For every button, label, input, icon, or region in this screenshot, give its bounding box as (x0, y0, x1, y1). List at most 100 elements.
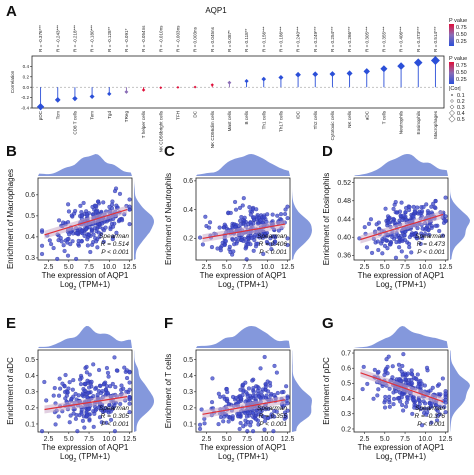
stat-annotation: Spearman (257, 405, 287, 412)
scatter-point (221, 394, 226, 399)
scatter-point (403, 404, 409, 409)
x-axis-label-log: Log2 (TPM+1) (218, 280, 268, 292)
scatter-point (247, 205, 252, 210)
cor-legend-diamond (449, 104, 455, 110)
y-tick-label: 0.5 (25, 357, 35, 364)
panel-a-frame (31, 55, 445, 109)
scatter-point (98, 383, 103, 388)
scatter-point (409, 250, 414, 255)
stat-annotation: Spearman (99, 405, 129, 412)
correlation-label: R = -0.128** (107, 27, 112, 52)
scatter-point (79, 239, 84, 244)
scatter-point (397, 245, 402, 250)
x-tick-label: 12.5 (439, 264, 453, 271)
scatter-point (127, 197, 132, 202)
correlation-label: R = 0.406*** (399, 26, 404, 52)
scatter-point (414, 235, 419, 240)
scatter-point (93, 386, 98, 391)
scatter-point (78, 203, 83, 208)
scatter-point (217, 225, 222, 230)
scatter-point (66, 209, 71, 214)
scatter-point (428, 388, 433, 393)
scatter-point (127, 401, 132, 406)
y-tick-label: 0.2 (183, 405, 193, 412)
scatter-point (415, 205, 420, 210)
scatter-point (99, 420, 104, 425)
scatter-point (411, 204, 416, 209)
scatter-point (53, 422, 58, 427)
cell-type-label: DC (193, 110, 198, 117)
scatter-point (85, 413, 90, 418)
x-axis-label: The expression of AQP1 (200, 271, 287, 280)
scatter-point (278, 212, 284, 217)
scatter-point (40, 429, 45, 434)
scatter-point (96, 199, 101, 204)
scatter-point (69, 397, 74, 402)
correlation-label: R = -0.091* (124, 28, 129, 52)
scatter-point (391, 402, 396, 407)
scatter-point (264, 393, 269, 398)
scatter-point (405, 395, 410, 400)
scatter-point (94, 239, 99, 244)
scatter-point (361, 364, 366, 369)
scatter-point (258, 218, 263, 223)
p-legend-top-tick: 0.50 (456, 32, 467, 38)
scatter-point (121, 386, 126, 391)
cell-type-label: TFH (176, 111, 181, 120)
scatter-point (424, 202, 429, 207)
scatter-point (198, 235, 203, 240)
scatter-point (237, 205, 243, 210)
x-tick-label: 7.5 (242, 264, 252, 271)
cell-type-label: Tcm (55, 111, 60, 120)
cell-type-label: pDC (38, 110, 43, 120)
scatter-point (283, 415, 288, 420)
y-tick-label: 0.6 (183, 178, 193, 185)
panel-a-ytick-label: -0.2 (21, 95, 29, 100)
side-density-e (134, 350, 154, 432)
scatter-point (435, 418, 440, 423)
scatter-point (269, 247, 274, 252)
panel-a: A AQP1 -0.4 -0.2 0.0 0.2 0.4 Correlation R = -0.… (6, 3, 467, 152)
scatter-point (415, 372, 420, 377)
cor-legend-diamond (450, 99, 454, 103)
p-legend-bottom-tick: 0.25 (456, 77, 467, 83)
scatter-point (429, 225, 434, 230)
scatter-point (74, 256, 79, 261)
x-tick-label: 5.0 (222, 436, 232, 443)
scatter-point (80, 391, 85, 396)
correlation-label: R = 0.305*** (364, 26, 369, 52)
y-tick-label: 0.2 (341, 426, 351, 433)
x-tick-label: 7.5 (400, 436, 410, 443)
x-axis-label: The expression of AQP1 (42, 443, 129, 452)
scatter-point (371, 396, 376, 401)
scatter-point (399, 369, 404, 374)
y-tick-label: 0.6 (25, 192, 35, 199)
correlation-label: R = 0.156*** (261, 26, 266, 52)
x-tick-label: 2.5 (44, 264, 54, 271)
scatter-point (387, 386, 392, 391)
scatter-point (429, 420, 434, 425)
scatter-point (402, 233, 407, 238)
scatter-point (92, 411, 97, 416)
scatter-point (268, 242, 273, 247)
x-tick-label: 10.0 (418, 264, 432, 271)
scatter-point (82, 425, 87, 430)
scatter-point (437, 228, 442, 234)
y-tick-label: 0.36 (337, 253, 351, 260)
scatter-point (65, 240, 70, 245)
scatter-point (390, 364, 395, 369)
scatter-point (438, 392, 443, 397)
scatter-point (412, 210, 417, 215)
scatter-point (84, 364, 89, 369)
scatter-point (91, 362, 96, 367)
fit-line (44, 396, 128, 411)
cell-type-label: Macrophages (433, 110, 438, 139)
scatter-point (96, 367, 102, 373)
scatter-point (401, 408, 406, 413)
scatter-point (73, 416, 78, 421)
panel-g: G 2.5 5.0 7.5 10.0 12.5 0.2 0.3 0.4 0.5 0.6 0.7 Spea… (322, 315, 470, 464)
y-tick-label: 0.5 (341, 381, 351, 388)
scatter-point (248, 212, 253, 217)
scatter-point (224, 396, 230, 401)
